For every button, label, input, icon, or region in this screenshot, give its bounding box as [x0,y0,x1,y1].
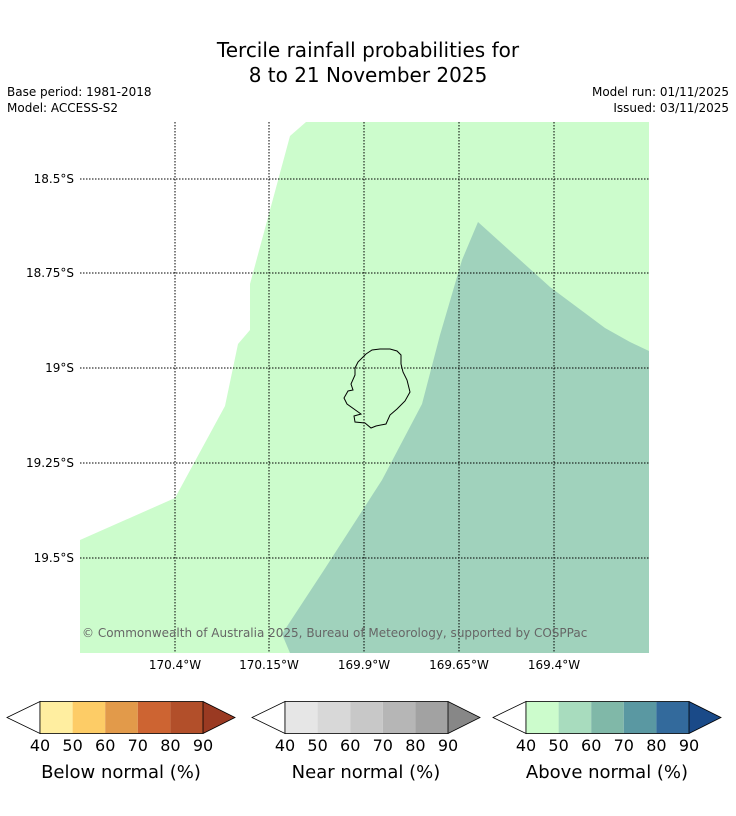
issued-text: Issued: 03/11/2025 [613,101,729,115]
colorbar-below-tick: 60 [95,736,116,755]
colorbar-below-swatch-1 [40,701,73,734]
lon-label-170-4: 170.4°W [148,658,202,672]
colorbar-below-normal: 40 50 60 70 80 90 Below normal (%) [6,700,236,810]
colorbar-near-tick: 60 [340,736,361,755]
colorbar-above-tick: 60 [581,736,602,755]
niue-coastline [343,348,411,429]
colorbar-below-tick: 90 [192,736,214,755]
above-normal-50-60-region [282,222,649,653]
map-title: Tercile rainfall probabilities for 8 to … [0,38,736,88]
lat-label-19-5: 19.5°S [33,551,74,565]
colorbar-below-tick: 50 [62,736,83,755]
title-line-2: 8 to 21 November 2025 [248,63,488,87]
colorbar-near-swatch-3 [350,701,383,734]
lat-label-18-5: 18.5°S [33,172,74,186]
lat-label-18-75: 18.75°S [26,266,74,280]
colorbar-above-swatch-1 [526,701,559,734]
lon-label-169-4: 169.4°W [527,658,581,672]
colorbar-near-tick: 50 [307,736,328,755]
colorbar-above-tick: 80 [646,736,667,755]
colorbar-near-tick: 40 [274,736,296,755]
colorbar-near-swatch-1 [285,701,318,734]
lat-label-19-25: 19.25°S [26,456,74,470]
colorbar-below-normal-scale [6,700,236,735]
meta-right: Model run: 01/11/2025 Issued: 03/11/2025 [592,84,729,116]
lon-label-169-9: 169.9°W [337,658,391,672]
colorbar-below-label: Below normal (%) [41,762,201,783]
colorbar-near-normal-scale [251,700,481,735]
model-text: Model: ACCESS-S2 [7,101,119,115]
colorbar-below-lower-extension [6,700,41,735]
colorbar-near-tick: 80 [405,736,426,755]
colorbar-below-tick: 70 [127,736,148,755]
colorbar-above-lower-extension [492,700,527,735]
colorbar-near-lower-extension [251,700,286,735]
colorbar-near-label: Near normal (%) [291,762,441,783]
colorbar-near-ticks: 40 50 60 70 80 90 [251,736,481,756]
lon-label-169-65: 169.65°W [429,658,489,672]
meta-left: Base period: 1981-2018 Model: ACCESS-S2 [7,84,152,116]
colorbar-above-tick: 40 [515,736,537,755]
map-panel [80,122,649,653]
colorbar-below-upper-extension [203,701,235,734]
colorbar-above-tick: 90 [678,736,700,755]
lat-label-19: 19°S [45,361,74,375]
colorbar-above-ticks: 40 50 60 70 80 90 [492,736,722,756]
colorbar-above-swatch-4 [623,701,657,734]
colorbar-near-tick: 70 [372,736,393,755]
colorbar-below-swatch-5 [170,701,203,734]
colorbar-above-swatch-2 [558,701,592,734]
colorbar-above-normal-scale [492,700,722,735]
colorbar-near-upper-extension [448,701,480,734]
colorbar-below-swatch-2 [72,701,106,734]
model-run-text: Model run: 01/11/2025 [591,85,729,99]
colorbar-above-tick: 70 [613,736,634,755]
colorbar-above-swatch-3 [591,701,624,734]
colorbar-below-ticks: 40 50 60 70 80 90 [6,736,236,756]
colorbar-near-tick: 90 [437,736,459,755]
colorbar-near-normal: 40 50 60 70 80 90 Near normal (%) [251,700,481,810]
copyright-text: © Commonwealth of Australia 2025, Bureau… [82,626,588,640]
colorbar-near-swatch-2 [317,701,351,734]
colorbar-below-swatch-4 [137,701,171,734]
graticule [80,122,649,653]
colorbar-above-upper-extension [689,701,721,734]
colorbar-below-swatch-3 [105,701,138,734]
colorbar-near-swatch-5 [415,701,448,734]
title-line-1: Tercile rainfall probabilities for [216,38,520,62]
colorbar-below-tick: 40 [29,736,51,755]
colorbar-near-swatch-4 [382,701,416,734]
map-canvas [80,122,649,653]
base-period-text: Base period: 1981-2018 [7,85,152,99]
colorbar-above-normal: 40 50 60 70 80 90 Above normal (%) [492,700,722,810]
colorbar-below-tick: 80 [160,736,181,755]
colorbar-above-swatch-5 [656,701,689,734]
lon-label-170-15: 170.15°W [239,658,299,672]
colorbar-above-label: Above normal (%) [525,762,689,783]
colorbar-above-tick: 50 [548,736,569,755]
